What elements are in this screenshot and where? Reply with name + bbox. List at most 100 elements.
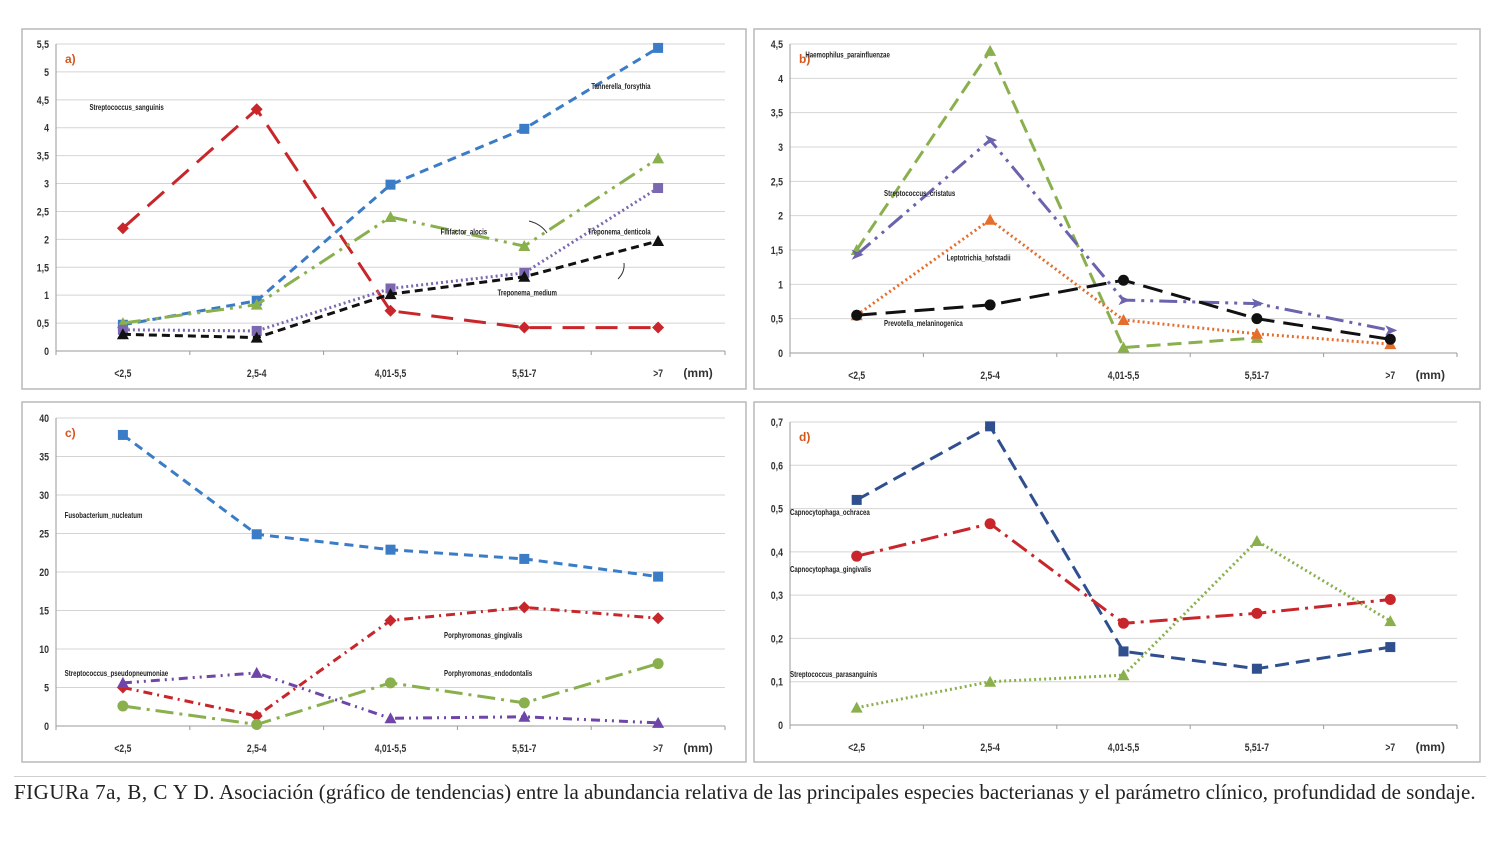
y-tick-label: 4,5: [771, 39, 784, 51]
series-fusobacterium-nucleatum: [117, 429, 664, 582]
x-category-7: >7: [653, 368, 663, 380]
series-porphyromonas-endodontalis: [117, 658, 664, 730]
y-tick-label: 2: [44, 235, 49, 247]
annotation-porphyromonas-gingivalis: Porphyromonas_gingivalis: [444, 630, 522, 640]
data-point: [518, 601, 531, 614]
series-treponema-medium: [116, 235, 665, 343]
annotation-tannerella-forsythia: Tannerella_forsythia: [591, 81, 651, 91]
chart-a-svg: 0 0,5 1 1,5 2 2,5 3 3,5 4 4,5 5 5,5 <2,5 2,5-4 4,01-5,…: [21, 28, 747, 390]
gridlines: [56, 43, 725, 324]
series-line: [122, 671, 659, 725]
x-category-2-5-4: 2,5-4: [247, 368, 267, 380]
data-point: [385, 179, 396, 190]
series-capnocytophaga-ochracea: [851, 421, 1396, 674]
data-point: [1385, 642, 1396, 653]
data-point: [1250, 535, 1263, 547]
data-point: [984, 675, 997, 687]
y-tick-label: 1,5: [771, 245, 784, 257]
data-point: [251, 529, 262, 540]
data-point: [116, 328, 129, 340]
data-point: [384, 712, 397, 724]
y-tick-label: 5: [44, 683, 49, 695]
leader-line: [528, 220, 548, 234]
series-line: [856, 539, 1392, 710]
data-point: [985, 421, 996, 432]
caption-text: Asociación (gráfico de tendencias) entre…: [219, 780, 1476, 804]
y-tick-label: 4: [44, 123, 49, 135]
data-point: [250, 709, 263, 722]
data-point: [1251, 607, 1263, 619]
data-point: [851, 550, 863, 562]
x-category-4-01-5-5: 4,01-5,5: [1108, 370, 1140, 382]
y-tick-label: 2: [778, 211, 783, 223]
x-category-2-5-4: 2,5-4: [980, 370, 1000, 382]
data-point: [250, 666, 263, 678]
y-tick-label: 0,1: [771, 677, 784, 689]
y-tick-label: 0,5: [37, 318, 50, 330]
data-point: [116, 222, 129, 235]
data-point: [652, 658, 664, 670]
data-point: [985, 135, 998, 146]
x-category-5-51-7: 5,51-7: [512, 368, 537, 380]
gridlines: [790, 43, 1457, 320]
caption-rule: [14, 776, 1486, 777]
data-point: [384, 211, 397, 223]
annotation-leptotrichia-hofstadii: Leptotrichia_hofstadii: [947, 252, 1011, 262]
chart-panel-c: 0 5 10 15 20 25 30 35 40 <2,5 2,5-4 4,01-5,5 5,51-7 >…: [21, 401, 747, 763]
data-point: [117, 700, 129, 712]
x-category-4-01-5-5: 4,01-5,5: [375, 368, 407, 380]
data-point: [251, 325, 262, 336]
data-point: [1118, 295, 1131, 306]
data-point: [117, 429, 128, 440]
y-tick-label: 0: [44, 721, 49, 733]
y-tick-label: 0: [44, 346, 49, 358]
series-line: [121, 107, 659, 330]
y-tick-label: 15: [39, 606, 49, 618]
x-category-2-5-4: 2,5-4: [247, 743, 267, 755]
y-tick-label: 20: [39, 567, 49, 579]
y-tick-label: 2,5: [37, 207, 50, 219]
data-point: [250, 298, 263, 310]
y-tick-label: 30: [39, 490, 49, 502]
data-point: [1117, 314, 1130, 326]
x-unit-label: (mm): [1416, 368, 1445, 382]
data-point: [385, 544, 396, 555]
x-category-7: >7: [653, 743, 663, 755]
chart-frame: [753, 28, 1481, 390]
data-point: [1251, 298, 1264, 309]
data-point: [652, 235, 665, 247]
y-tick-label: 4: [778, 73, 783, 85]
y-tick-label: 0,4: [771, 547, 784, 559]
y-tick-label: 25: [39, 529, 49, 541]
y-tick-label: 40: [39, 413, 49, 425]
data-point: [984, 44, 997, 56]
y-tick-label: 1,5: [37, 262, 50, 274]
data-point: [518, 240, 531, 252]
data-point: [652, 612, 665, 625]
data-point: [850, 701, 863, 713]
data-point: [1384, 333, 1396, 345]
y-tick-label: 0,2: [771, 634, 784, 646]
x-category-5-51-7: 5,51-7: [512, 743, 537, 755]
annotation-streptococcus-pseudopneumoniae: Streptococcus_pseudopneumoniae: [65, 668, 169, 678]
data-point: [652, 321, 665, 334]
y-tick-label: 5,5: [37, 39, 50, 51]
data-point: [653, 183, 664, 194]
x-category-2-5: <2,5: [848, 370, 865, 382]
series-line: [855, 424, 1391, 671]
annotation-streptococcus-cristatus: Streptococcus_cristatus: [884, 188, 955, 198]
x-category-7: >7: [1385, 742, 1395, 754]
data-point: [851, 309, 863, 321]
data-point: [519, 123, 530, 134]
x-category-5-51-7: 5,51-7: [1245, 370, 1270, 382]
y-tick-label: 35: [39, 452, 49, 464]
data-point: [653, 571, 664, 582]
data-point: [519, 553, 530, 564]
data-point: [1251, 663, 1262, 674]
data-point: [518, 710, 531, 722]
chart-panel-a: 0 0,5 1 1,5 2 2,5 3 3,5 4 4,5 5 5,5 <2,5 2,5-4 4,01-5,…: [21, 28, 747, 390]
chart-frame: [21, 28, 747, 390]
y-tick-label: 3,5: [771, 108, 784, 120]
x-unit-label: (mm): [1416, 740, 1445, 754]
data-point: [984, 299, 996, 311]
